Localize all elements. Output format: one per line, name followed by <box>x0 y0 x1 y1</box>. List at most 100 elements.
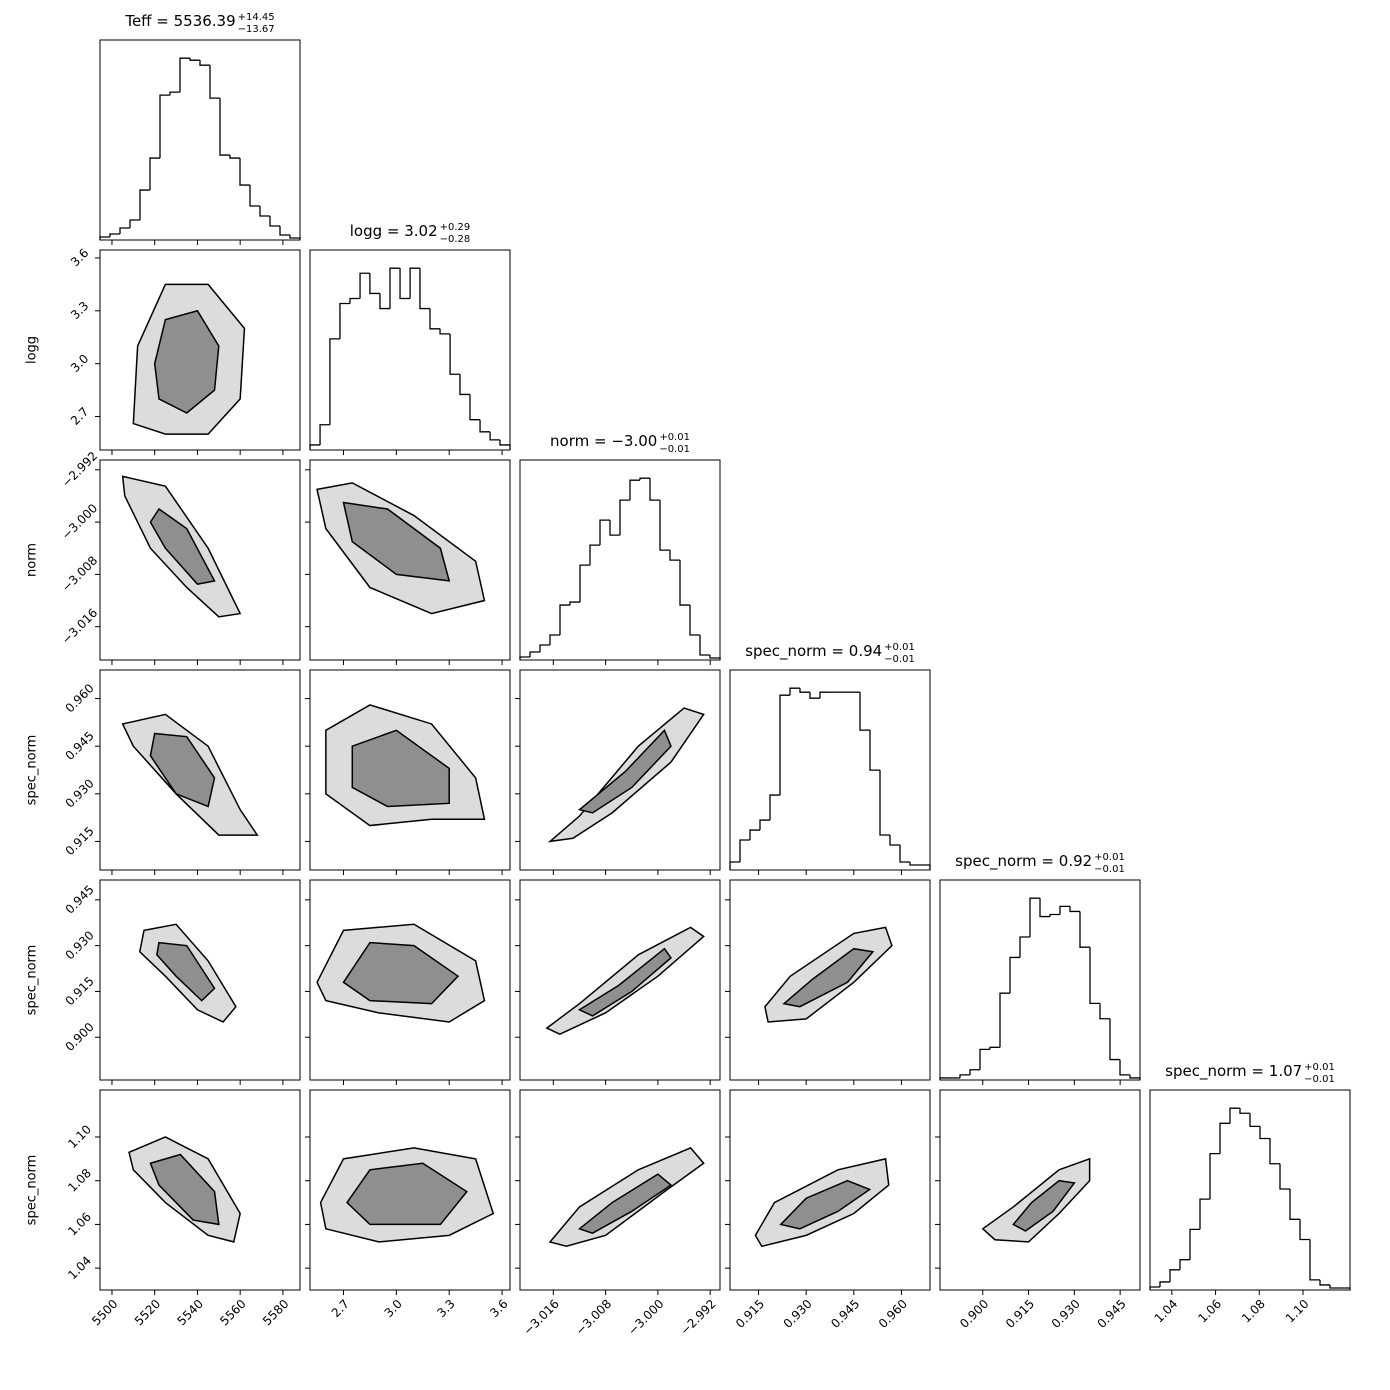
hist-step <box>369 273 380 295</box>
x-tick-label: 0.930 <box>781 1297 815 1331</box>
panel-frame <box>99 249 301 451</box>
hist-step <box>809 692 820 699</box>
panel-frame <box>309 1089 511 1291</box>
hist-step <box>959 1074 970 1078</box>
hist-step <box>1029 897 1040 937</box>
x-tick-label: −2.992 <box>677 1297 718 1338</box>
y-tick-label: −2.992 <box>59 449 100 490</box>
hist-step <box>1009 956 1020 994</box>
y-axis-label: norm <box>25 543 40 577</box>
y-tick-label: 3.3 <box>68 299 91 322</box>
hist-step <box>749 829 760 841</box>
hist-step <box>599 519 610 546</box>
y-tick-label: 2.7 <box>68 404 91 427</box>
hist-step <box>199 60 210 66</box>
title-upper: +0.01 <box>1094 852 1125 863</box>
hist-step <box>699 635 710 656</box>
panel-frame <box>729 879 931 1081</box>
hist-step <box>109 233 120 238</box>
hist-step <box>789 687 800 696</box>
y-tick-label: 1.10 <box>65 1122 94 1151</box>
hist-step <box>879 770 890 836</box>
hist-step <box>489 431 500 441</box>
x-tick-label: 2.7 <box>329 1297 352 1320</box>
hist-step <box>1289 1188 1300 1220</box>
y-tick-label: 1.08 <box>65 1166 94 1195</box>
hist-step <box>989 1046 1000 1050</box>
hist-step <box>129 219 140 229</box>
hist-step <box>1199 1198 1210 1230</box>
hist-step <box>429 308 441 330</box>
y-tick-label: 0.945 <box>63 882 97 916</box>
contour <box>577 1173 673 1234</box>
hist-step <box>920 864 931 870</box>
hist-step <box>1269 1138 1280 1165</box>
panel-frame <box>99 669 301 871</box>
hist-step <box>999 992 1010 1048</box>
contour <box>779 1179 872 1230</box>
hist-step <box>759 819 770 831</box>
y-tick-label: 3.6 <box>68 246 91 269</box>
hist-step <box>1299 1219 1310 1241</box>
hist-step <box>779 694 790 796</box>
hist-step <box>189 58 200 61</box>
hist-step <box>859 692 870 731</box>
hist-step <box>139 189 150 221</box>
contour <box>153 309 220 414</box>
panel-frame <box>99 879 301 1081</box>
x-tick-label: −3.000 <box>625 1297 666 1338</box>
contour <box>351 729 450 808</box>
y-tick-label: 0.915 <box>63 824 97 858</box>
x-tick-label: 5580 <box>260 1297 291 1328</box>
panel-frame <box>99 459 301 661</box>
x-tick-label: 3.0 <box>382 1297 405 1320</box>
hist-step <box>649 478 660 501</box>
x-tick-label: 1.10 <box>1283 1297 1312 1326</box>
hist-step <box>479 419 491 433</box>
hist-step <box>1019 936 1030 958</box>
contour <box>346 1162 468 1226</box>
panel-frame <box>309 249 511 451</box>
hist-step <box>449 333 460 375</box>
hist-step <box>969 1069 980 1075</box>
panel-frame <box>939 1089 1141 1291</box>
hist-step <box>889 835 900 846</box>
panel-title: spec_norm = 1.07 <box>1165 1062 1302 1081</box>
hist-step <box>689 605 700 636</box>
panel-title: Teff = 5536.39 <box>124 12 235 30</box>
panel-frame <box>1149 1089 1351 1291</box>
hist-step <box>1099 1003 1110 1020</box>
hist-step <box>669 550 680 561</box>
contour <box>149 1153 220 1226</box>
hist-step <box>739 839 750 863</box>
title-lower: −0.01 <box>659 444 690 455</box>
hist-step <box>659 500 670 551</box>
panel-frame <box>519 1089 721 1291</box>
hist-step <box>1079 911 1090 948</box>
hist-step <box>439 328 451 335</box>
hist-step <box>159 94 170 159</box>
hist-step <box>219 98 230 156</box>
contour <box>577 728 672 814</box>
y-tick-label: 0.930 <box>63 776 97 810</box>
hist-step <box>1329 1284 1340 1289</box>
title-upper: +0.01 <box>1304 1062 1335 1073</box>
x-tick-label: 5540 <box>175 1297 206 1328</box>
hist-step <box>1219 1122 1230 1154</box>
hist-step <box>389 267 401 309</box>
hist-step <box>579 564 590 603</box>
hist-step <box>339 302 350 339</box>
x-tick-label: −3.008 <box>573 1297 614 1338</box>
contour <box>156 941 216 1002</box>
contour <box>782 947 875 1008</box>
panel-title: logg = 3.02 <box>350 222 438 240</box>
hist-step <box>399 268 411 300</box>
hist-step <box>799 688 810 693</box>
hist-step <box>1169 1269 1180 1282</box>
hist-step <box>1209 1152 1220 1200</box>
hist-step <box>329 338 340 425</box>
title-lower: −13.67 <box>238 24 275 35</box>
hist-step <box>229 155 240 159</box>
y-tick-label: 0.900 <box>63 1020 97 1054</box>
